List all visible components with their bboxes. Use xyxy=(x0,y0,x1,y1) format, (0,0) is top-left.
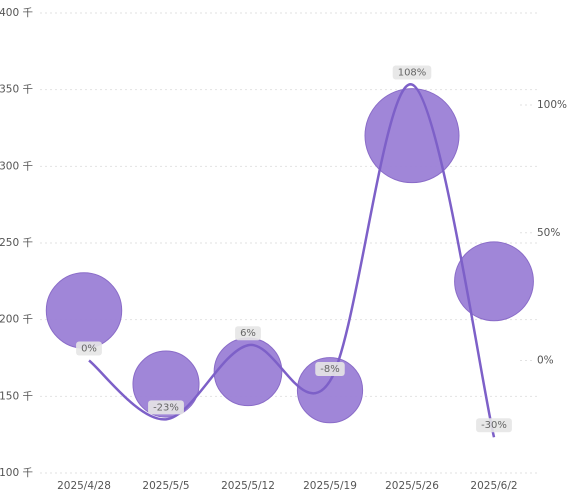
value-label-box xyxy=(476,418,512,433)
bubble xyxy=(132,350,200,418)
value-label: -30% xyxy=(476,418,512,433)
y2-tick-label: 50% xyxy=(537,227,560,239)
y-tick-label: 200 千 xyxy=(0,314,33,326)
bubble xyxy=(45,272,123,349)
value-label-text: -8% xyxy=(320,364,339,375)
value-label-box xyxy=(235,326,261,341)
y-tick-label: 150 千 xyxy=(0,390,33,402)
value-label-text: -30% xyxy=(481,420,507,431)
line xyxy=(88,83,496,438)
y-tick-label: 350 千 xyxy=(0,84,33,96)
x-tick-label: 2025/6/2 xyxy=(470,480,517,492)
value-label: -8% xyxy=(315,362,345,376)
value-label-text: 108% xyxy=(398,68,427,79)
x-tick-label: 2025/4/28 xyxy=(57,480,111,492)
x-tick-label: 2025/5/12 xyxy=(221,480,275,492)
value-label-box xyxy=(392,65,432,80)
value-label-box xyxy=(148,400,184,415)
y2-tick-label: 100% xyxy=(537,99,567,111)
y-tick-label: 250 千 xyxy=(0,237,33,249)
value-label-text: 6% xyxy=(240,328,256,339)
y2-tick-label: 0% xyxy=(537,355,554,367)
x-tick-label: 2025/5/5 xyxy=(142,480,189,492)
bubble xyxy=(364,88,460,184)
y-tick-label: 400 千 xyxy=(0,7,33,19)
value-label: 6% xyxy=(235,326,261,341)
y-tick-label: 300 千 xyxy=(0,160,33,172)
value-label-text: -23% xyxy=(153,402,179,413)
value-label: 0% xyxy=(76,341,102,356)
bubble xyxy=(296,357,364,424)
value-label-box xyxy=(76,341,102,356)
value-label-text: 0% xyxy=(81,344,97,355)
bubble xyxy=(213,337,283,407)
value-label-box xyxy=(315,362,345,376)
x-tick-label: 2025/5/19 xyxy=(303,480,357,492)
bubble xyxy=(454,241,534,322)
value-label: 108% xyxy=(392,65,432,80)
y-tick-label: 100 千 xyxy=(0,467,33,479)
value-label: -23% xyxy=(148,400,184,415)
x-tick-label: 2025/5/26 xyxy=(385,480,439,492)
